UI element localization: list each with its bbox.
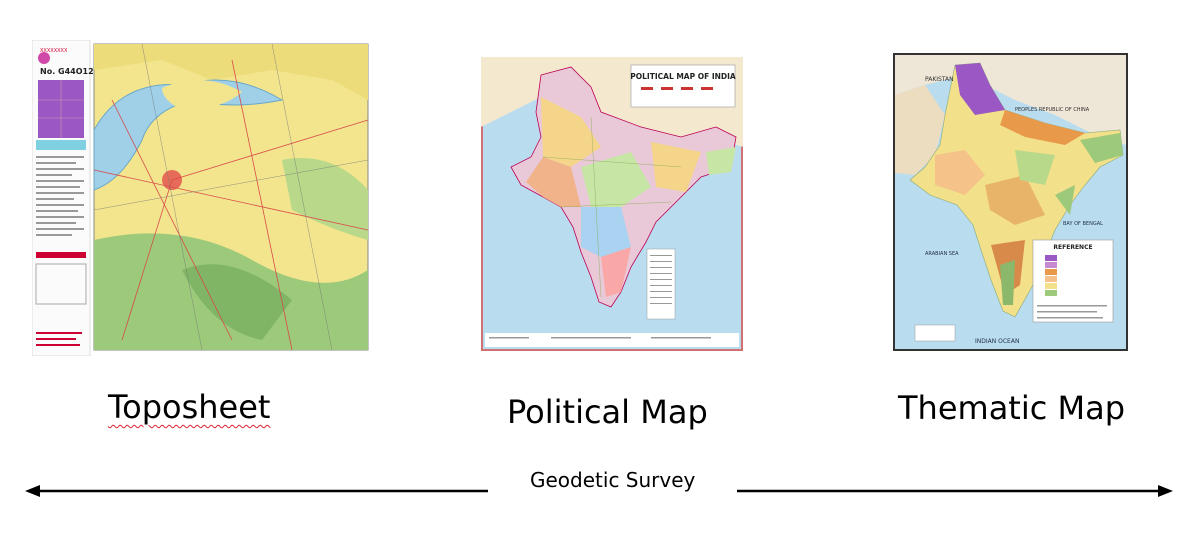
label-indian-ocean: INDIAN OCEAN bbox=[975, 338, 1019, 345]
label-bay-of-bengal: BAY OF BENGAL bbox=[1063, 221, 1103, 227]
thematic-map-image: PAKISTAN PEOPLES REPUBLIC OF CHINA BAY O… bbox=[893, 53, 1128, 351]
political-map-caption: Political Map bbox=[507, 393, 708, 431]
label-arabian-sea: ARABIAN SEA bbox=[925, 251, 959, 257]
political-map-image: POLITICAL MAP OF INDIA bbox=[481, 57, 743, 351]
thematic-map-caption: Thematic Map bbox=[898, 389, 1126, 427]
toposheet-caption: Toposheet bbox=[108, 388, 271, 426]
label-pakistan: PAKISTAN bbox=[925, 76, 954, 83]
svg-text:XXXXXXXX: XXXXXXXX bbox=[40, 48, 68, 54]
label-china: PEOPLES REPUBLIC OF CHINA bbox=[1015, 107, 1090, 113]
survey-axis-arrows bbox=[25, 485, 1173, 497]
right-arrowhead-icon bbox=[1158, 485, 1173, 497]
toposheet-map-image: XXXXXXXX No. G44O12 bbox=[32, 40, 372, 356]
geodetic-survey-label: Geodetic Survey bbox=[530, 468, 696, 492]
political-map-title: POLITICAL MAP OF INDIA bbox=[630, 72, 736, 81]
topo-sheet-number: No. G44O12 bbox=[40, 67, 94, 76]
thematic-legend-title: REFERENCE bbox=[1053, 244, 1092, 251]
left-arrowhead-icon bbox=[25, 485, 40, 497]
